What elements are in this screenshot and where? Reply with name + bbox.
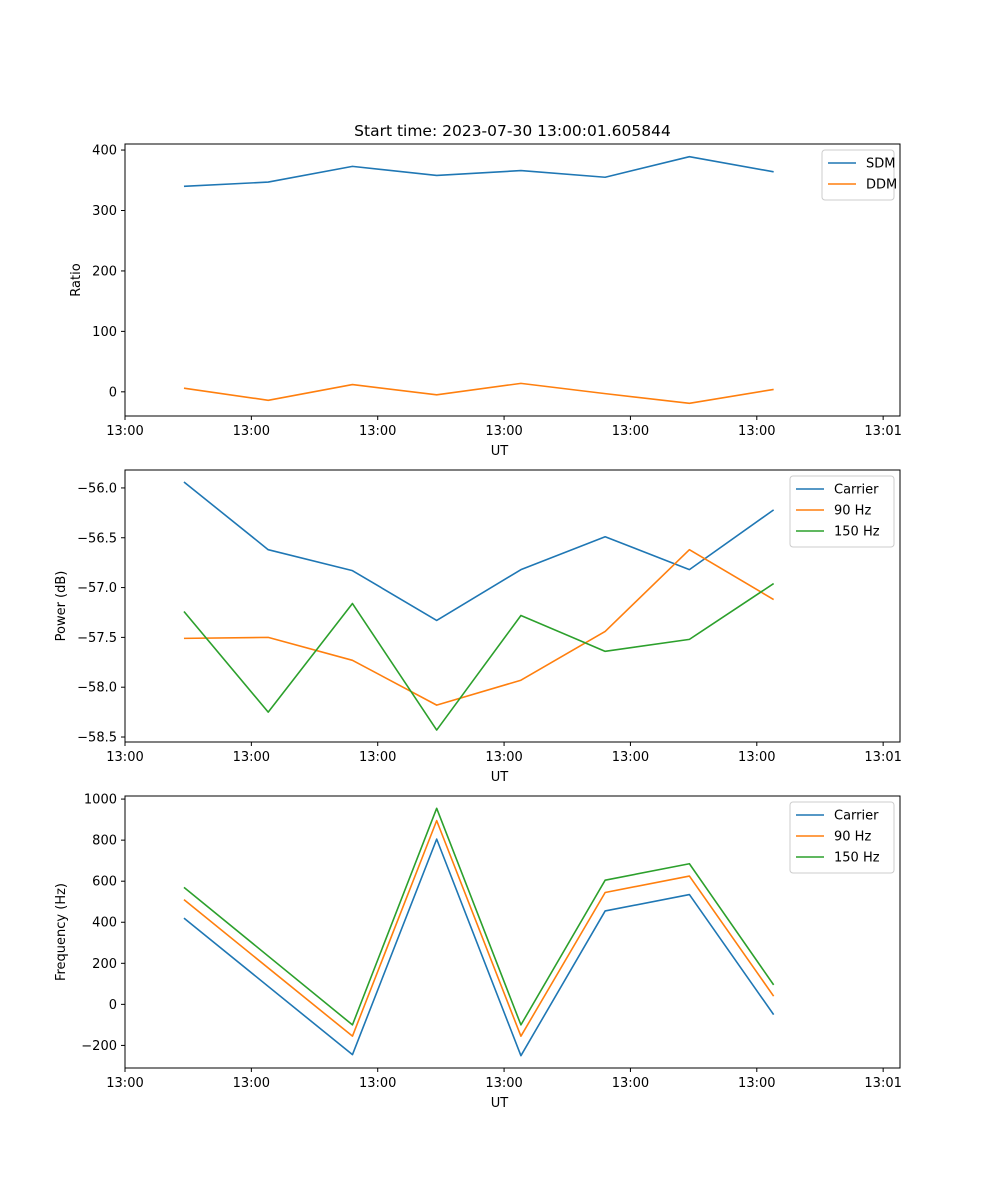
x-tick-label: 13:00 [612,750,649,765]
y-tick-label: −57.5 [77,631,117,646]
x-tick-label: 13:00 [359,750,396,765]
panel-2: 13:00 13:00 13:00 13:00 13:00 13:00 13:01 −56.0… [54,469,902,785]
y-tick-label: 100 [92,325,117,340]
y-tick-label: 400 [92,916,117,931]
x-tick-label: 13:01 [864,1076,901,1091]
y-tick-label: 300 [92,204,117,219]
series-line-150-hz [183,582,775,731]
y-tick-label: 600 [92,875,117,890]
x-axis-label: UT [491,770,509,785]
legend: SDM DDM [821,149,897,201]
x-tick-label: 13:00 [106,750,143,765]
legend: Carrier 90 Hz 150 Hz [789,801,895,874]
y-tick-label: 200 [92,957,117,972]
series-line-ddm [183,382,774,405]
series-line-90-hz [183,548,775,706]
y-tick-label: 200 [92,264,117,279]
x-tick-label: 13:00 [359,1076,396,1091]
legend-label: DDM [866,178,897,193]
y-tick-label: 0 [109,385,117,400]
x-tick-label: 13:01 [864,750,901,765]
y-tick-label: −58.5 [77,731,117,746]
legend: Carrier 90 Hz 150 Hz [789,475,895,548]
x-tick-label: 13:00 [106,424,143,439]
x-tick-label: 13:00 [106,1076,143,1091]
x-tick-label: 13:00 [738,750,775,765]
panel-1: 13:00 13:00 13:00 13:00 13:00 13:00 13:01 0 100 2… [69,122,902,459]
y-tick-label: 1000 [84,793,117,808]
x-tick-label: 13:00 [485,424,522,439]
panel-3: 13:00 13:00 13:00 13:00 13:00 13:00 13:01 −200 0… [54,793,902,1111]
legend-label: 150 Hz [834,525,880,540]
x-tick-label: 13:00 [233,1076,270,1091]
x-tick-label: 13:00 [233,750,270,765]
x-axis-label: UT [491,444,509,459]
legend-label: Carrier [834,809,879,824]
legend-box [789,475,895,548]
axes-frame [124,469,901,743]
y-tick-label: −200 [81,1039,117,1054]
x-tick-label: 13:00 [612,424,649,439]
x-tick-label: 13:00 [738,1076,775,1091]
y-axis-label: Frequency (Hz) [54,883,69,981]
chart-title: Start time: 2023-07-30 13:00:01.605844 [354,122,671,140]
x-tick-label: 13:01 [864,424,901,439]
y-tick-label: −57.0 [77,581,117,596]
legend-box [789,801,895,874]
x-tick-label: 13:00 [233,424,270,439]
y-tick-label: 400 [92,144,117,159]
axes-frame [124,143,901,417]
y-tick-label: 800 [92,834,117,849]
y-tick-label: −56.5 [77,531,117,546]
series-line-sdm [183,155,774,188]
y-tick-label: 0 [109,998,117,1013]
legend-label: SDM [866,157,895,172]
x-tick-label: 13:00 [738,424,775,439]
legend-label: 90 Hz [834,830,871,845]
y-tick-label: −58.0 [77,681,117,696]
x-tick-label: 13:00 [359,424,396,439]
x-tick-label: 13:00 [612,1076,649,1091]
legend-label: 150 Hz [834,851,880,866]
x-tick-label: 13:00 [485,750,522,765]
legend-label: Carrier [834,483,879,498]
x-axis-label: UT [491,1096,509,1111]
series-line-150-hz [183,807,775,1026]
y-axis-label: Ratio [69,263,84,296]
y-tick-label: −56.0 [77,481,117,496]
series-line-90-hz [183,819,775,1037]
series-line-carrier [183,838,775,1057]
x-tick-label: 13:00 [485,1076,522,1091]
y-axis-label: Power (dB) [54,571,69,642]
axes-frame [124,795,901,1069]
legend-label: 90 Hz [834,504,871,519]
